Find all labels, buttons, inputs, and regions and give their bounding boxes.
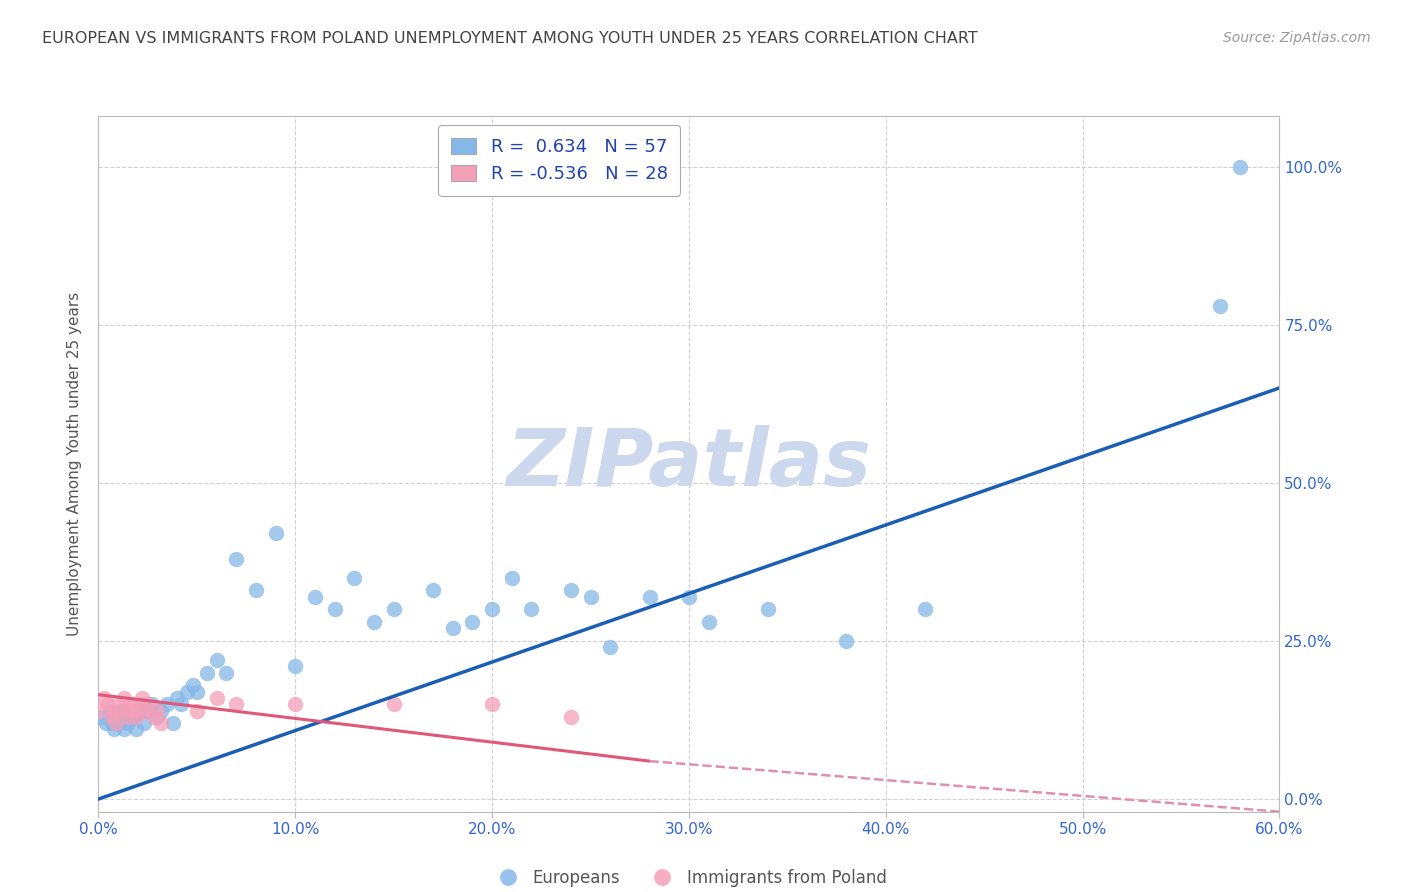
Point — [103, 704, 125, 718]
Point — [127, 704, 149, 718]
Point — [304, 590, 326, 604]
Point — [520, 602, 543, 616]
Point — [131, 690, 153, 705]
Point — [756, 602, 779, 616]
Point — [96, 716, 118, 731]
Point — [678, 590, 700, 604]
Point — [141, 697, 163, 711]
Point — [117, 710, 139, 724]
Point — [107, 697, 129, 711]
Point — [91, 710, 114, 724]
Point — [343, 571, 366, 585]
Point — [166, 690, 188, 705]
Point — [181, 678, 204, 692]
Point — [1209, 299, 1232, 313]
Point — [125, 710, 148, 724]
Point — [127, 704, 149, 718]
Point — [599, 640, 621, 655]
Point — [146, 710, 169, 724]
Point — [105, 710, 128, 724]
Point — [101, 716, 124, 731]
Point — [107, 716, 129, 731]
Point — [112, 723, 135, 737]
Point — [162, 716, 184, 731]
Text: ZIPatlas: ZIPatlas — [506, 425, 872, 503]
Point — [323, 602, 346, 616]
Point — [697, 615, 720, 629]
Point — [835, 634, 858, 648]
Point — [195, 665, 218, 680]
Point — [115, 710, 138, 724]
Point — [245, 583, 267, 598]
Point — [105, 716, 128, 731]
Point — [118, 710, 141, 724]
Point — [97, 697, 120, 711]
Point — [560, 583, 582, 598]
Point — [118, 697, 141, 711]
Point — [382, 697, 405, 711]
Point — [284, 659, 307, 673]
Point — [579, 590, 602, 604]
Point — [135, 704, 157, 718]
Point — [136, 697, 159, 711]
Point — [284, 697, 307, 711]
Point — [122, 710, 145, 724]
Point — [481, 602, 503, 616]
Point — [142, 710, 165, 724]
Point — [170, 697, 193, 711]
Point — [93, 690, 115, 705]
Point — [638, 590, 661, 604]
Point — [132, 716, 155, 731]
Point — [117, 716, 139, 731]
Point — [156, 697, 179, 711]
Point — [363, 615, 385, 629]
Point — [98, 704, 121, 718]
Point — [186, 704, 208, 718]
Point — [1229, 160, 1251, 174]
Point — [382, 602, 405, 616]
Point — [122, 697, 145, 711]
Point — [422, 583, 444, 598]
Point — [136, 704, 159, 718]
Point — [205, 690, 228, 705]
Point — [501, 571, 523, 585]
Point — [225, 697, 247, 711]
Point — [441, 621, 464, 635]
Point — [481, 697, 503, 711]
Point — [121, 704, 143, 718]
Y-axis label: Unemployment Among Youth under 25 years: Unemployment Among Youth under 25 years — [67, 292, 83, 636]
Point — [101, 710, 124, 724]
Legend: Europeans, Immigrants from Poland: Europeans, Immigrants from Poland — [484, 863, 894, 892]
Point — [146, 704, 169, 718]
Point — [89, 704, 111, 718]
Text: EUROPEAN VS IMMIGRANTS FROM POLAND UNEMPLOYMENT AMONG YOUTH UNDER 25 YEARS CORRE: EUROPEAN VS IMMIGRANTS FROM POLAND UNEMP… — [42, 31, 979, 46]
Point — [112, 690, 135, 705]
Point — [461, 615, 484, 629]
Point — [225, 551, 247, 566]
Point — [131, 697, 153, 711]
Point — [205, 653, 228, 667]
Point — [125, 723, 148, 737]
Point — [264, 526, 287, 541]
Point — [215, 665, 238, 680]
Text: Source: ZipAtlas.com: Source: ZipAtlas.com — [1223, 31, 1371, 45]
Point — [150, 716, 173, 731]
Point — [560, 710, 582, 724]
Point — [186, 684, 208, 698]
Point — [108, 704, 131, 718]
Point — [103, 723, 125, 737]
Point — [914, 602, 936, 616]
Point — [111, 704, 134, 718]
Point — [176, 684, 198, 698]
Point — [150, 704, 173, 718]
